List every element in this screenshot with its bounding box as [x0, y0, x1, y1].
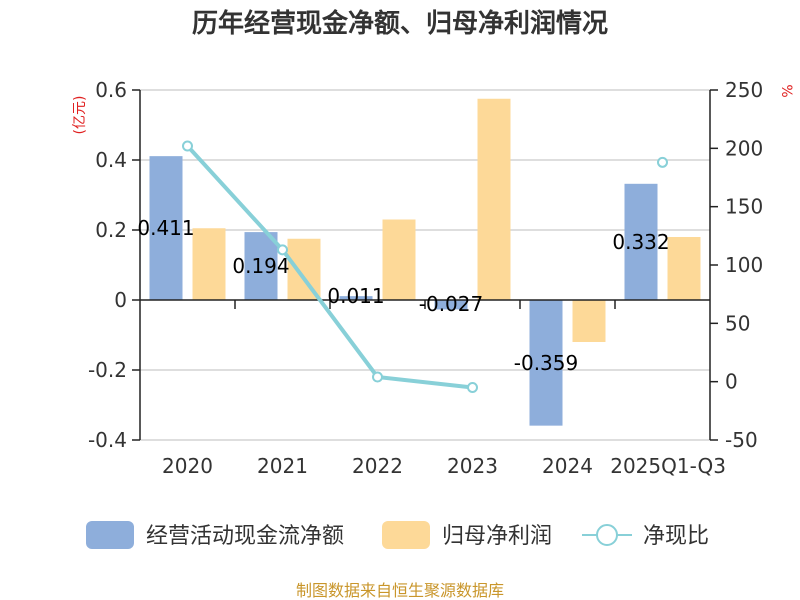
legend-label-ratio: 净现比 [643, 524, 709, 549]
y-right-tick-label: 100 [725, 253, 763, 277]
data-label-cashflow: 0.411 [137, 216, 194, 240]
x-ticks: 2020 2021 2022 2023 2024 2025Q1-Q3 [162, 454, 726, 478]
legend-item-ratio[interactable]: 净现比 [582, 524, 709, 549]
y-right-tick-label: 50 [725, 311, 750, 335]
data-label-cashflow: -0.027 [419, 292, 483, 316]
y-left-tick-label: 0.2 [95, 218, 127, 242]
data-label-cashflow: 0.194 [232, 254, 289, 278]
y-right-tick-label: 250 [725, 78, 763, 102]
ratio-line-segment [186, 144, 473, 390]
legend-label-cashflow: 经营活动现金流净额 [146, 524, 344, 549]
bars [149, 98, 701, 426]
x-tick-label: 2024 [542, 454, 593, 478]
y-left-tick-label: -0.2 [88, 358, 127, 382]
y-left-ticks: 0.6 0.4 0.2 0 -0.2 -0.4 [88, 78, 127, 452]
legend-swatch-cashflow [86, 521, 134, 549]
bar-cashflow [149, 156, 183, 300]
y-left-tick-label: 0.4 [95, 148, 127, 172]
y-right-tick-label: 200 [725, 136, 763, 160]
axes [132, 89, 718, 441]
y-left-tick-label: -0.4 [88, 428, 127, 452]
data-labels: 0.411 0.194 0.011 -0.027 -0.359 0.332 [137, 216, 669, 375]
grid [140, 89, 710, 441]
bar-net-profit [382, 219, 416, 300]
y-left-unit: (亿元) [72, 96, 88, 135]
legend: 经营活动现金流净额 归母净利润 净现比 [86, 521, 709, 549]
y-right-tick-label: 0 [725, 370, 738, 394]
data-label-cashflow: 0.332 [612, 230, 669, 254]
legend-marker-ratio [596, 524, 618, 546]
legend-item-net-profit[interactable]: 归母净利润 [382, 521, 552, 549]
legend-item-cashflow[interactable]: 经营活动现金流净额 [86, 521, 344, 549]
net-cash-ratio-line [182, 140, 668, 393]
chart-title: 历年经营现金净额、归母净利润情况 [192, 8, 608, 39]
ratio-point [277, 244, 288, 256]
bar-cashflow [339, 296, 373, 300]
bar-net-profit [667, 237, 701, 300]
x-tick-label: 2022 [352, 454, 403, 478]
ratio-point [182, 140, 193, 152]
y-right-tick-label: 150 [725, 195, 763, 219]
source-note: 制图数据来自恒生聚源数据库 [296, 581, 504, 600]
y-right-unit: % [778, 84, 794, 97]
bar-net-profit [477, 98, 511, 300]
x-tick-label: 2021 [257, 454, 308, 478]
ratio-point [467, 382, 478, 393]
y-left-tick-label: 0.6 [95, 78, 127, 102]
bar-cashflow [434, 300, 468, 310]
legend-swatch-net-profit [382, 521, 430, 549]
bar-net-profit [287, 238, 321, 300]
bar-cashflow [244, 232, 278, 300]
bar-net-profit [572, 300, 606, 342]
bar-cashflow [624, 183, 658, 300]
y-right-tick-label: -50 [725, 428, 758, 452]
ratio-point [657, 156, 668, 168]
legend-label-net-profit: 归母净利润 [442, 524, 552, 549]
x-tick-label: 2020 [162, 454, 213, 478]
bar-net-profit [192, 228, 226, 300]
ratio-point [372, 371, 383, 383]
bar-cashflow [529, 300, 563, 426]
data-label-cashflow: -0.359 [514, 351, 578, 375]
y-right-ticks: 250 200 150 100 50 0 -50 [725, 78, 763, 452]
data-label-cashflow: 0.011 [327, 284, 384, 308]
x-tick-label: 2025Q1-Q3 [610, 454, 726, 478]
y-left-tick-label: 0 [114, 288, 127, 312]
x-tick-label: 2023 [447, 454, 498, 478]
